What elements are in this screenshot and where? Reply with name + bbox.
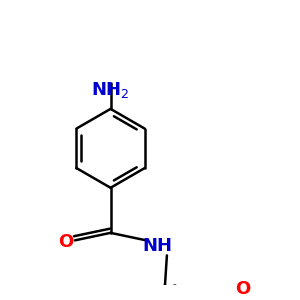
Text: O: O	[58, 233, 73, 251]
Text: NH$_2$: NH$_2$	[91, 80, 130, 100]
Text: NH: NH	[142, 237, 172, 255]
Text: O: O	[235, 280, 250, 298]
